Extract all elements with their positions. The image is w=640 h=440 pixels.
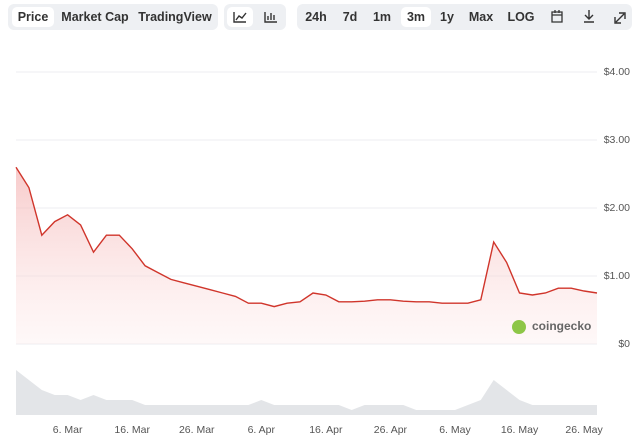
x-tick-label: 16. Mar: [114, 424, 150, 436]
range[interactable]: 1m: [373, 10, 391, 24]
y-tick-label: $0: [618, 338, 630, 350]
line-chart-icon[interactable]: [233, 12, 247, 23]
x-tick-label: 26. Apr: [374, 424, 408, 436]
x-tick-label: 16. Apr: [309, 424, 343, 436]
price-area: [16, 167, 597, 344]
y-tick-label: $3.00: [604, 134, 630, 146]
range[interactable]: 7d: [343, 10, 358, 24]
x-tick-label: 6. Mar: [53, 424, 83, 436]
y-tick-label: $2.00: [604, 202, 630, 214]
range[interactable]: 3m: [407, 10, 425, 24]
price-line: [15, 166, 598, 308]
tab[interactable]: Market Cap: [61, 10, 129, 24]
fullscreen-icon[interactable]: [614, 12, 626, 24]
tab-group: [8, 4, 218, 30]
watermark: coingecko: [512, 319, 591, 334]
x-tick-label: 16. May: [501, 424, 539, 436]
watermark-text: coingecko: [532, 319, 591, 333]
watermark-logo: [512, 320, 526, 334]
y-tick-label: $4.00: [604, 66, 630, 78]
x-tick-label: 26. Mar: [179, 424, 215, 436]
range[interactable]: 1y: [440, 10, 454, 24]
range[interactable]: Max: [469, 10, 493, 24]
x-tick-label: 6. May: [439, 424, 471, 436]
y-tick-label: $1.00: [604, 270, 630, 282]
range[interactable]: 24h: [305, 10, 327, 24]
active-range: [401, 7, 431, 27]
tab[interactable]: TradingView: [138, 10, 212, 24]
download-icon[interactable]: [584, 10, 594, 23]
active-tab: [12, 7, 54, 27]
tab[interactable]: Price: [18, 10, 49, 24]
candle-chart-icon[interactable]: [264, 12, 277, 23]
calendar-icon[interactable]: [551, 10, 563, 23]
x-tick-label: 26. May: [565, 424, 603, 436]
x-tick-label: 6. Apr: [248, 424, 276, 436]
range[interactable]: LOG: [507, 10, 534, 24]
range-group: [297, 4, 632, 30]
volume-area: [16, 370, 597, 415]
